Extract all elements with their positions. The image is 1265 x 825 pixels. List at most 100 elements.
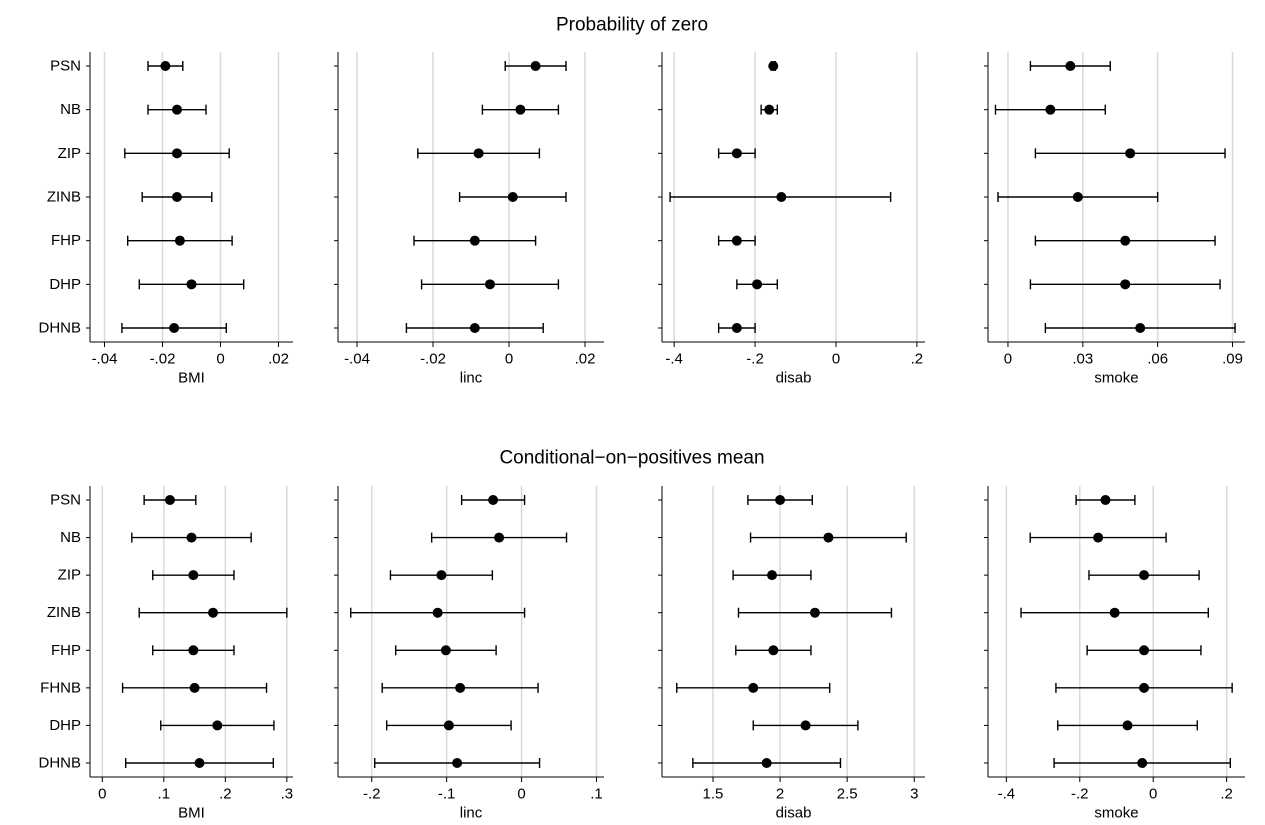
estimate-point-fhnb	[1139, 682, 1150, 693]
chart-group-2: Conditional−on−positives mean PSN NB ZIP ZIN…	[38, 448, 1245, 822]
estimate-point-fhnb	[189, 682, 200, 693]
estimate-point-dhnb	[1135, 323, 1146, 333]
estimate-point-nb	[172, 104, 182, 115]
estimate-point-zip	[1125, 148, 1136, 159]
x-tick-label: .2	[911, 351, 924, 368]
estimate-point-nb	[1093, 532, 1104, 543]
x-tick-label: -.1	[438, 786, 456, 803]
x-tick-label: .1	[158, 786, 171, 803]
estimate-point-fhnb	[748, 682, 759, 693]
estimate-point-zinb	[809, 607, 820, 618]
y-tick-label-fhp: FHP	[51, 642, 81, 659]
x-tick-label: 2	[776, 786, 784, 803]
x-axis-label: linc	[460, 805, 483, 822]
y-tick-label-psn: PSN	[50, 492, 81, 509]
estimate-point-fhnb	[455, 682, 466, 693]
y-tick-label-psn: PSN	[50, 58, 81, 75]
x-tick-label: 0	[98, 786, 106, 803]
estimate-point-dhnb	[194, 758, 205, 768]
panel-smoke-2: -.4 -.2 0 .2 smoke	[984, 486, 1245, 822]
y-tick-label-zinb: ZINB	[47, 189, 81, 206]
x-axis-label: BMI	[178, 370, 205, 387]
x-tick-label: 0	[216, 351, 224, 368]
x-tick-label: -.2	[363, 786, 381, 803]
estimate-point-psn	[1100, 495, 1111, 505]
x-axis-label: disab	[776, 370, 812, 387]
estimate-point-psn	[1065, 61, 1076, 71]
estimate-point-zinb	[1072, 192, 1083, 202]
estimate-point-zinb	[1109, 607, 1120, 618]
estimate-point-zip	[767, 570, 778, 581]
estimate-point-fhp	[188, 645, 199, 656]
estimate-point-dhnb	[469, 323, 480, 333]
y-tick-label-zip: ZIP	[58, 145, 81, 162]
estimate-point-dhp	[212, 720, 223, 731]
estimate-point-dhp	[1120, 279, 1131, 290]
estimate-point-dhp	[752, 279, 763, 290]
y-tick-label-dhp: DHP	[49, 276, 81, 293]
estimate-point-dhp	[800, 720, 811, 731]
estimate-point-fhp	[768, 645, 779, 656]
x-tick-label: 0	[1004, 351, 1012, 368]
x-tick-label: -.2	[1071, 786, 1089, 803]
panel-linc-2: -.2 -.1 0 .1 linc	[334, 486, 604, 822]
estimate-point-fhp	[731, 235, 742, 246]
x-tick-label: .1	[590, 786, 603, 803]
chart-title: Conditional−on−positives mean	[499, 448, 764, 469]
estimate-point-fhp	[440, 645, 451, 656]
estimate-point-fhp	[1120, 235, 1131, 246]
x-axis-label: linc	[460, 370, 483, 387]
x-tick-label: -.4	[665, 351, 683, 368]
estimate-point-nb	[1045, 104, 1056, 115]
estimate-point-zip	[473, 148, 484, 159]
x-tick-label: .2	[219, 786, 232, 803]
estimate-point-psn	[530, 61, 541, 71]
x-tick-label: -.02	[420, 351, 446, 368]
x-tick-label: 0	[832, 351, 840, 368]
x-tick-label: .3	[281, 786, 294, 803]
x-tick-label: .2	[1220, 786, 1233, 803]
y-tick-label-zip: ZIP	[58, 567, 81, 584]
estimate-point-psn	[488, 495, 499, 505]
x-tick-label: -.2	[746, 351, 764, 368]
y-tick-label-dhnb: DHNB	[38, 755, 81, 772]
estimate-point-zinb	[776, 192, 787, 202]
panel-disab-1: -.4 -.2 0 .2 disab	[658, 52, 925, 387]
x-tick-label: 2.5	[837, 786, 858, 803]
y-tick-label-nb: NB	[60, 101, 81, 118]
x-tick-label: -.04	[92, 351, 118, 368]
y-tick-label-zinb: ZINB	[47, 604, 81, 621]
estimate-point-zip	[1139, 570, 1150, 581]
estimate-point-zip	[436, 570, 447, 581]
x-axis-label: smoke	[1094, 805, 1138, 822]
estimate-point-nb	[494, 532, 505, 543]
estimate-point-dhnb	[169, 323, 180, 333]
panel-BMI-1: PSN NB ZIP ZINB FHP DHP DHNB -.04 -.02 0 .02 BMI	[38, 52, 293, 387]
estimate-point-nb	[515, 104, 526, 115]
x-tick-label: -.4	[998, 786, 1016, 803]
x-tick-label: .02	[268, 351, 289, 368]
x-tick-label: 0	[1149, 786, 1157, 803]
estimate-point-zip	[172, 148, 182, 159]
estimate-point-dhp	[485, 279, 495, 290]
panel-BMI-2: PSN NB ZIP ZINB FHP FHNB DHP DHNB 0 .1 .2 .3 BMI	[38, 486, 293, 822]
estimate-point-dhnb	[452, 758, 463, 768]
x-tick-label: -.02	[150, 351, 176, 368]
estimate-point-fhp	[174, 235, 185, 246]
estimate-point-dhnb	[731, 323, 742, 333]
y-tick-label-dhnb: DHNB	[38, 320, 81, 337]
x-axis-label: disab	[776, 805, 812, 822]
estimate-point-psn	[164, 495, 175, 505]
x-tick-label: 0	[505, 351, 513, 368]
estimate-point-dhp	[1122, 720, 1133, 731]
estimate-point-zip	[731, 148, 742, 159]
y-tick-label-fhp: FHP	[51, 232, 81, 249]
x-tick-label: 3	[910, 786, 918, 803]
estimate-point-nb	[823, 532, 834, 543]
estimate-point-psn	[768, 61, 779, 71]
estimate-point-dhp	[186, 279, 197, 290]
estimate-point-nb	[186, 532, 197, 543]
y-tick-label-dhp: DHP	[49, 717, 81, 734]
estimate-point-nb	[764, 104, 775, 115]
